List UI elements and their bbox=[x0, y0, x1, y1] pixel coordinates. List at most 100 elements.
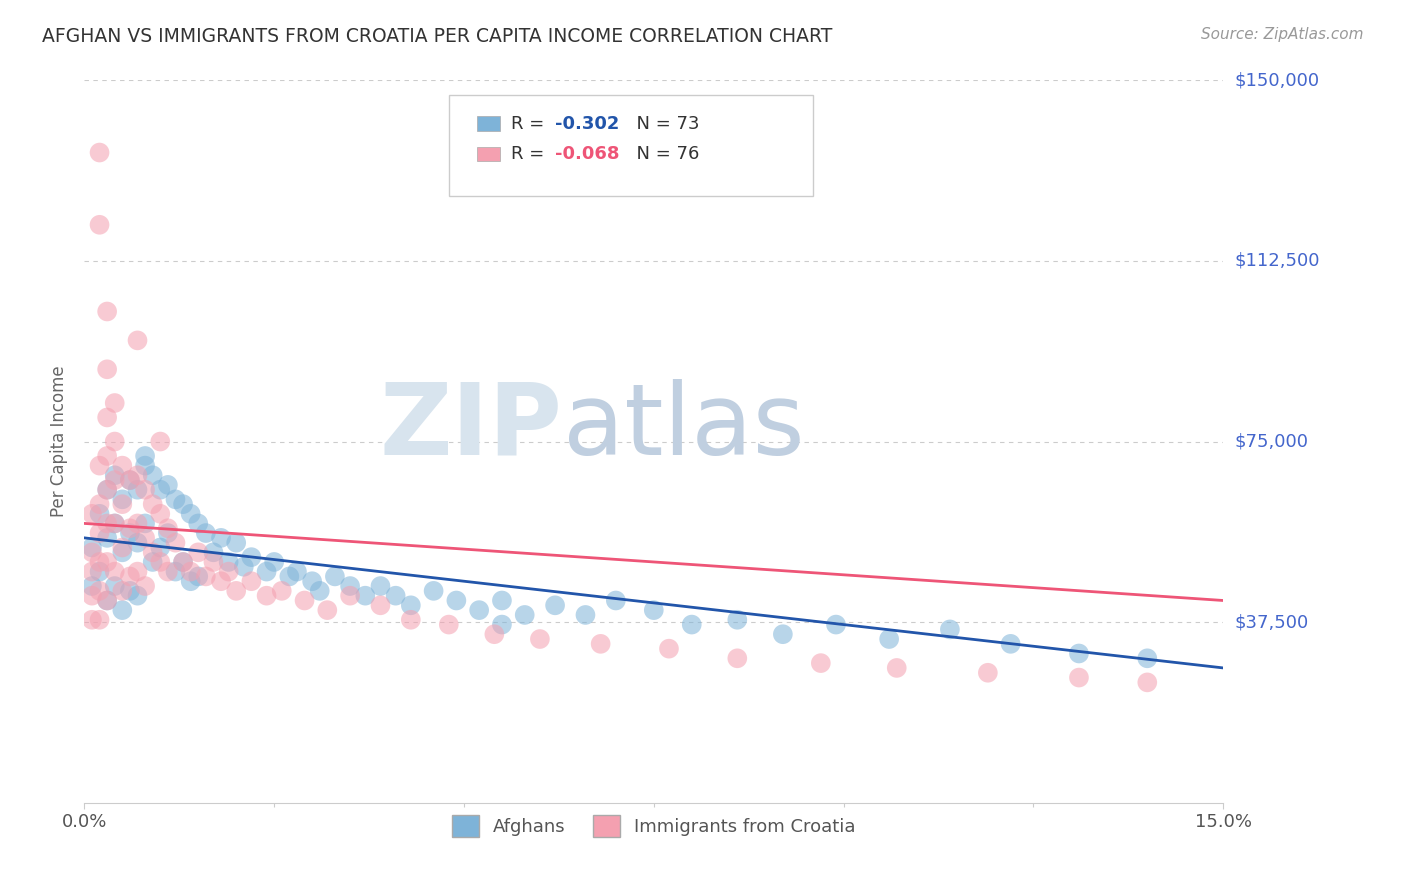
Point bbox=[80, 545, 103, 559]
Point bbox=[294, 593, 316, 607]
Point bbox=[370, 599, 392, 613]
Point bbox=[127, 483, 149, 497]
Point bbox=[104, 434, 127, 449]
Point bbox=[165, 492, 187, 507]
Point bbox=[172, 555, 194, 569]
Point bbox=[149, 507, 172, 521]
Point bbox=[134, 483, 156, 497]
Point bbox=[149, 483, 172, 497]
Point bbox=[111, 541, 134, 555]
Point bbox=[263, 555, 285, 569]
Point bbox=[491, 593, 513, 607]
Text: atlas: atlas bbox=[562, 378, 804, 475]
Point bbox=[187, 569, 209, 583]
Point bbox=[96, 593, 118, 607]
Point bbox=[180, 507, 202, 521]
Point bbox=[89, 507, 111, 521]
Point bbox=[810, 656, 832, 670]
Text: N = 73: N = 73 bbox=[626, 115, 700, 133]
Point bbox=[370, 579, 392, 593]
Point bbox=[209, 531, 232, 545]
Point bbox=[118, 526, 141, 541]
Point bbox=[89, 218, 111, 232]
Y-axis label: Per Capita Income: Per Capita Income bbox=[51, 366, 69, 517]
Point bbox=[127, 535, 149, 549]
Point bbox=[111, 458, 134, 473]
Point bbox=[142, 555, 165, 569]
Point bbox=[1136, 675, 1159, 690]
Point bbox=[977, 665, 1000, 680]
FancyBboxPatch shape bbox=[477, 147, 501, 161]
FancyBboxPatch shape bbox=[477, 117, 501, 131]
Point bbox=[544, 599, 567, 613]
Point bbox=[96, 593, 118, 607]
Point bbox=[323, 569, 346, 583]
Point bbox=[80, 507, 103, 521]
Point bbox=[399, 613, 422, 627]
Point bbox=[89, 565, 111, 579]
Point bbox=[484, 627, 506, 641]
Point bbox=[89, 613, 111, 627]
Point bbox=[80, 579, 103, 593]
Point bbox=[240, 550, 263, 565]
Point bbox=[118, 473, 141, 487]
Point bbox=[89, 555, 111, 569]
Text: ZIP: ZIP bbox=[380, 378, 562, 475]
Point bbox=[256, 565, 278, 579]
Point bbox=[127, 589, 149, 603]
Point bbox=[96, 531, 118, 545]
Text: R =: R = bbox=[512, 145, 550, 163]
Point bbox=[127, 334, 149, 348]
Point bbox=[1067, 671, 1090, 685]
Point bbox=[172, 555, 194, 569]
Text: $150,000: $150,000 bbox=[1234, 71, 1319, 89]
Point bbox=[240, 574, 263, 589]
Point bbox=[308, 583, 330, 598]
Point bbox=[142, 468, 165, 483]
Point bbox=[111, 583, 134, 598]
Point bbox=[180, 565, 202, 579]
Point bbox=[96, 483, 118, 497]
Text: -0.302: -0.302 bbox=[555, 115, 619, 133]
Point bbox=[1067, 647, 1090, 661]
Point bbox=[80, 613, 103, 627]
Point bbox=[725, 651, 748, 665]
Point bbox=[118, 521, 141, 535]
Point bbox=[825, 617, 848, 632]
Point bbox=[142, 497, 165, 511]
Point bbox=[134, 458, 156, 473]
Point bbox=[127, 565, 149, 579]
Text: $37,500: $37,500 bbox=[1234, 613, 1309, 632]
Point bbox=[104, 473, 127, 487]
Text: -0.068: -0.068 bbox=[555, 145, 619, 163]
Point bbox=[939, 623, 962, 637]
Point bbox=[513, 607, 536, 622]
Point bbox=[468, 603, 491, 617]
Point bbox=[111, 603, 134, 617]
Point bbox=[270, 583, 292, 598]
Point bbox=[89, 497, 111, 511]
Point bbox=[156, 478, 179, 492]
Point bbox=[142, 545, 165, 559]
Point bbox=[89, 145, 111, 160]
Point bbox=[149, 434, 172, 449]
Point bbox=[172, 497, 194, 511]
Point bbox=[165, 535, 187, 549]
Point bbox=[96, 362, 118, 376]
Point bbox=[301, 574, 323, 589]
Point bbox=[187, 516, 209, 531]
Point bbox=[384, 589, 406, 603]
Point bbox=[89, 583, 111, 598]
Point bbox=[134, 579, 156, 593]
Point bbox=[202, 545, 225, 559]
Point bbox=[111, 497, 134, 511]
Point bbox=[156, 565, 179, 579]
Point bbox=[134, 531, 156, 545]
Point bbox=[437, 617, 460, 632]
Point bbox=[232, 559, 254, 574]
Text: $112,500: $112,500 bbox=[1234, 252, 1320, 270]
Point bbox=[187, 545, 209, 559]
Point bbox=[180, 574, 202, 589]
Point bbox=[96, 483, 118, 497]
Text: R =: R = bbox=[512, 115, 550, 133]
